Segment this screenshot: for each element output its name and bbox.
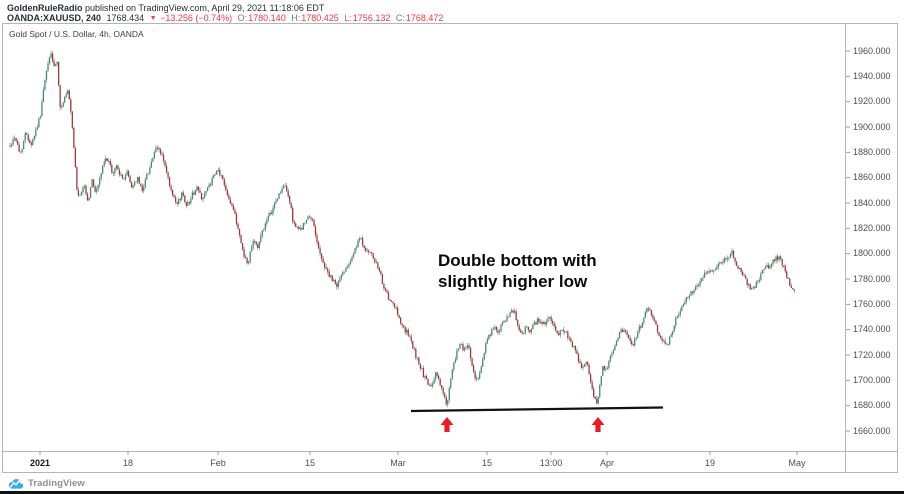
time-tick-label: 19 [704,458,716,468]
price-tick-label: 1720.000 [853,349,891,360]
time-tick-label: 2021 [29,458,51,468]
low-value: 1756.132 [352,13,391,23]
chart-symbol-title: Gold Spot / U.S. Dollar, 4h, OANDA [9,29,144,39]
high-label: H: [291,13,301,23]
price-tick-label: 1700.000 [853,374,891,385]
double-bottom-trendline [410,406,664,413]
time-tick-label: May [788,458,806,468]
close-label: C: [395,13,405,23]
price-tick-label: 1900.000 [853,121,891,132]
price-tick-label: 1740.000 [853,324,891,335]
open-value: 1780.140 [248,13,286,23]
annotation-line2: slightly higher low [438,272,588,291]
time-tick-label: 15 [481,458,493,468]
arrow-up-icon [591,417,605,432]
quote-line: OANDA:XAUUSD, 240 1768.434 ▼ −13.256 (−0… [7,13,443,25]
price-tick-label: 1840.000 [853,197,891,208]
price-tick-label: 1960.000 [853,45,891,56]
pattern-annotation: Double bottom with slightly higher low [438,250,597,292]
price-tick-label: 1940.000 [853,70,891,81]
tradingview-logo-icon[interactable] [8,478,24,490]
price-tick-label: 1760.000 [853,298,891,309]
chart-panel [2,23,898,473]
price-tick-label: 1880.000 [853,146,891,157]
close-value: 1768.472 [405,13,444,23]
price-tick-label: 1920.000 [853,96,891,107]
time-tick-label: Feb [210,458,226,468]
publish-info: GoldenRuleRadio published on TradingView… [7,3,324,13]
time-axis-separator [3,451,898,452]
time-tick-label: Apr [599,458,615,468]
candles [9,50,795,408]
price-axis-separator [845,24,846,472]
tradingview-brand-text[interactable]: TradingView [28,478,85,489]
low-label: L: [344,13,352,23]
author-name: GoldenRuleRadio [7,3,83,13]
arrow-up-icon [440,417,454,432]
price-tick-label: 1860.000 [853,172,891,183]
down-triangle-icon: ▼ [149,15,157,22]
time-tick-label: Mar [390,458,406,468]
price-tick-label: 1680.000 [853,400,891,411]
price-change: −13.256 (−0.74%) [160,13,233,23]
last-price: 1768.434 [106,13,145,23]
price-tick-label: 1800.000 [853,248,891,259]
open-label: O: [237,13,248,23]
time-tick-label: 15 [304,458,316,468]
high-value: 1780.425 [301,13,339,23]
symbol-interval: OANDA:XAUUSD, 240 [7,13,102,23]
price-tick-label: 1820.000 [853,222,891,233]
price-tick-label: 1780.000 [853,273,891,284]
annotation-line1: Double bottom with [438,251,597,270]
publish-details: published on TradingView.com, April 29, … [82,3,325,13]
time-tick-label: 13:00 [539,458,563,468]
price-tick-label: 1660.000 [853,425,891,436]
footer: TradingView [8,476,85,491]
time-tick-label: 18 [122,458,134,468]
